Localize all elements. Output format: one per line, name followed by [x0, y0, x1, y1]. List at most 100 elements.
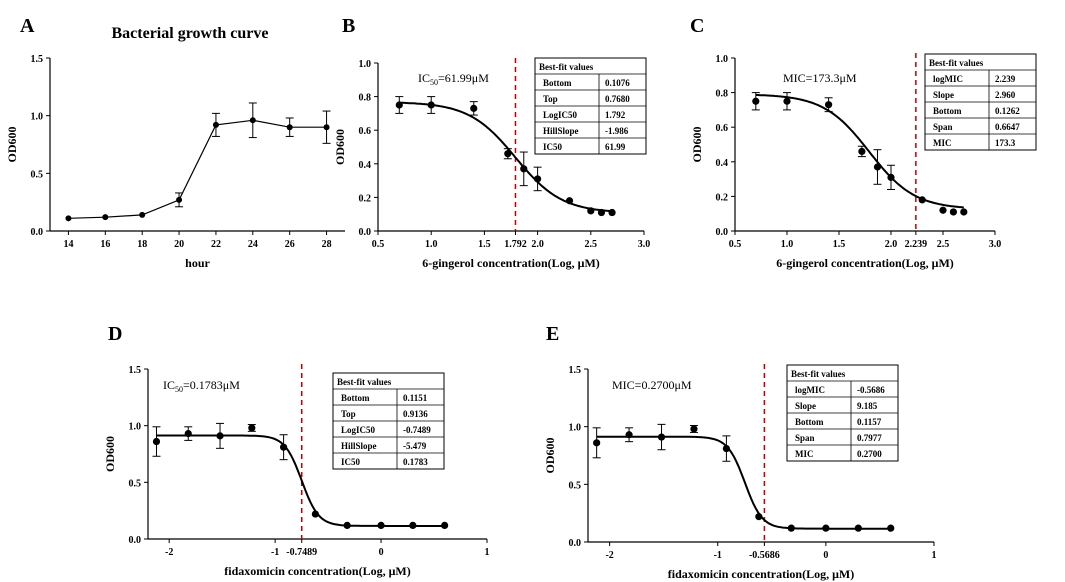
x-tick-label: -2 [165, 547, 173, 558]
best-fit-table: Best-fit values logMIC -0.5686 Slope 9.185 Bo… [786, 364, 899, 462]
x-tick-label: 14 [63, 239, 73, 250]
data-point [887, 524, 895, 532]
data-point [783, 97, 791, 105]
x-axis-label: fidaxomicin concentration(Log, μM) [668, 567, 854, 581]
table-param: Span [795, 433, 815, 443]
table-param: LogIC50 [341, 425, 376, 435]
table-param: IC50 [341, 457, 361, 467]
table-value: 0.7977 [857, 433, 882, 443]
data-point [625, 431, 633, 439]
data-point [504, 150, 512, 158]
y-axis-label: OD600 [543, 438, 557, 474]
best-fit-table: Best-fit values logMIC 2.239 Slope 2.960 Bott… [924, 53, 1037, 151]
series-line [68, 119, 327, 219]
x-tick-label: 1.0 [425, 239, 438, 250]
table-value: 2.239 [995, 74, 1016, 84]
x-axis-label: hour [185, 256, 210, 270]
y-tick-label: 1.0 [569, 423, 582, 434]
panel-c: C 0.0 0.2 0.4 0.6 0.8 1.0 0.5 1.0 1.5 2.0 2.239 2.5 3… [690, 15, 1037, 270]
data-point [427, 101, 435, 109]
data-point [176, 196, 183, 203]
y-tick-label: 1.0 [359, 59, 372, 70]
x-tick-label: 2.0 [531, 239, 544, 250]
table-value: 0.1076 [605, 78, 630, 88]
x-tick-label: 24 [248, 239, 258, 250]
table-value: 61.99 [605, 142, 626, 152]
panel-letter: D [108, 323, 122, 345]
data-point [873, 163, 882, 171]
data-point [520, 165, 528, 173]
x-tick-label: 28 [322, 239, 332, 250]
data-point [657, 433, 666, 441]
panel-d: D 0.0 0.5 1.0 1.5 -1 -0.7489 0 1 -2 fidaxomicin co… [103, 323, 490, 578]
y-tick-label: 0.6 [359, 126, 372, 137]
table-param: Bottom [543, 78, 572, 88]
data-point [441, 521, 449, 530]
y-tick-label: 0.0 [31, 227, 44, 238]
data-point [722, 444, 731, 453]
table-value: 1.792 [605, 110, 626, 120]
y-axis-label: OD600 [333, 129, 347, 165]
annotation-label: IC50=0.1783μM [163, 378, 240, 394]
data-point [960, 208, 968, 216]
data-point [597, 208, 606, 217]
data-point [323, 124, 330, 131]
x-tick-label: 18 [137, 239, 147, 250]
data-point [887, 173, 895, 181]
data-point [858, 147, 866, 156]
table-param: Bottom [341, 393, 370, 403]
x-tick-label: 2.5 [937, 239, 950, 250]
x-tick-label: 2.0 [885, 239, 898, 250]
data-point [822, 524, 830, 532]
y-tick-label: 0.2 [716, 192, 729, 203]
x-tick-label: 0 [823, 550, 828, 561]
table-param: MIC [795, 449, 814, 459]
x-tick-label: 0 [379, 547, 384, 558]
x-tick-label: 2.5 [585, 239, 598, 250]
y-tick-label: 1.0 [31, 112, 44, 123]
x-tick-label: -1 [714, 550, 722, 561]
data-point [690, 425, 698, 433]
best-fit-table: Best-fit values Bottom 0.1076 Top 0.7680 LogI… [534, 57, 647, 155]
data-point [65, 215, 72, 222]
y-axis-label: OD600 [690, 127, 704, 163]
y-tick-label: 0.0 [569, 538, 582, 549]
data-point [918, 196, 926, 204]
table-value: -0.7489 [403, 425, 431, 435]
table-value: 0.2700 [857, 449, 882, 459]
table-value: -0.5686 [857, 385, 885, 395]
data-point [212, 121, 219, 128]
data-point [565, 197, 574, 205]
y-tick-label: 1.5 [569, 365, 582, 376]
fit-curve [755, 94, 964, 209]
x-tick-label: 1.792 [504, 239, 527, 250]
table-value: 173.3 [995, 138, 1016, 148]
x-tick-label: 16 [100, 239, 110, 250]
x-tick-label: 2.239 [905, 239, 928, 250]
panel-letter: A [20, 15, 35, 37]
y-tick-label: 0.6 [716, 123, 729, 134]
data-point [152, 437, 161, 446]
x-axis-label: 6-gingerol concentration(Log, μM) [776, 256, 954, 270]
table-value: 0.1157 [857, 417, 882, 427]
panel-letter: E [546, 323, 559, 345]
data-point [216, 432, 224, 440]
table-param: IC50 [543, 142, 563, 152]
x-tick-label: 3.0 [638, 239, 651, 250]
data-point [280, 443, 288, 451]
x-tick-label: -1 [271, 547, 279, 558]
fit-curve [596, 435, 891, 530]
panel-b: B 0.0 0.2 0.4 0.6 0.8 1.0 0.5 1.0 1.5 1.792 2.0 2.5 3… [333, 15, 650, 270]
table-value: 9.185 [857, 401, 878, 411]
y-tick-label: 0.0 [359, 227, 372, 238]
y-tick-label: 0.4 [359, 160, 372, 171]
x-tick-label: 20 [174, 239, 184, 250]
x-tick-label: 1.5 [478, 239, 491, 250]
x-tick-label: 1.5 [833, 239, 846, 250]
annotation-label: MIC=0.2700μM [612, 378, 692, 392]
table-value: 0.6647 [995, 122, 1020, 132]
x-tick-label: 0.5 [729, 239, 742, 250]
table-param: Slope [933, 90, 954, 100]
data-point [248, 424, 256, 432]
y-tick-label: 0.0 [716, 227, 729, 238]
